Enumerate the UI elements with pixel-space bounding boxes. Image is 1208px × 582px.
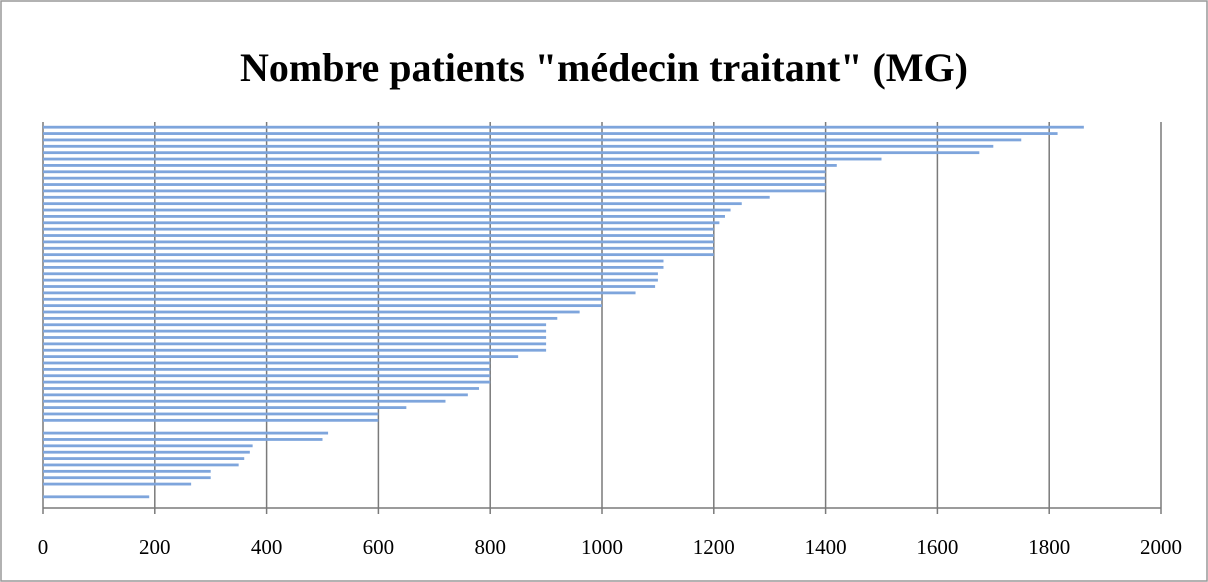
bar xyxy=(43,444,253,448)
bar xyxy=(43,164,837,167)
bar xyxy=(43,310,580,314)
bar xyxy=(43,195,770,199)
bar xyxy=(43,387,480,390)
bar xyxy=(43,418,379,422)
bar xyxy=(43,272,658,276)
bar xyxy=(43,457,245,460)
x-tick-label: 400 xyxy=(251,535,283,559)
bar xyxy=(43,157,882,161)
x-tick-label: 1800 xyxy=(1028,535,1070,559)
bar xyxy=(43,393,468,397)
bar xyxy=(43,253,714,257)
bar xyxy=(43,285,656,288)
bar xyxy=(43,355,519,359)
bar xyxy=(43,278,658,282)
bar xyxy=(43,406,407,409)
bar xyxy=(43,342,547,346)
bar xyxy=(43,304,602,308)
bar xyxy=(43,412,379,416)
x-tick-label: 600 xyxy=(363,535,395,559)
bar xyxy=(43,240,714,244)
bar xyxy=(43,297,602,301)
bar xyxy=(43,221,720,225)
bar xyxy=(43,336,547,339)
bar xyxy=(43,234,714,237)
x-tick-label: 0 xyxy=(38,535,49,559)
bar xyxy=(43,144,994,148)
bar xyxy=(43,329,547,333)
bar xyxy=(43,183,826,186)
chart-title: Nombre patients "médecin traitant" (MG) xyxy=(240,45,968,90)
bar xyxy=(43,348,547,352)
bar xyxy=(43,125,1084,129)
bar xyxy=(43,463,239,467)
bar xyxy=(43,265,664,269)
bar xyxy=(43,399,446,403)
x-tick-label: 800 xyxy=(474,535,506,559)
x-tick-label: 200 xyxy=(139,535,171,559)
bar xyxy=(43,202,742,206)
bar xyxy=(43,482,192,486)
bar xyxy=(43,438,323,441)
bar xyxy=(43,170,826,174)
bar xyxy=(43,151,980,155)
bar xyxy=(43,189,826,193)
bar xyxy=(43,374,491,378)
bar xyxy=(43,323,547,327)
bar xyxy=(43,367,491,371)
bar xyxy=(43,380,491,384)
bar xyxy=(43,476,211,480)
bar xyxy=(43,316,558,320)
x-tick-label: 1000 xyxy=(581,535,623,559)
bar xyxy=(43,208,731,212)
bar xyxy=(43,246,714,250)
bar xyxy=(43,227,714,231)
bar xyxy=(43,132,1058,135)
bar xyxy=(43,176,826,180)
x-tick-label: 2000 xyxy=(1140,535,1182,559)
bar xyxy=(43,138,1022,142)
x-tick-label: 1200 xyxy=(693,535,735,559)
x-tick-label: 1600 xyxy=(916,535,958,559)
bar xyxy=(43,215,725,218)
bar xyxy=(43,259,664,263)
bar xyxy=(43,291,636,295)
x-tick-label: 1400 xyxy=(805,535,847,559)
bar xyxy=(43,361,491,365)
bar xyxy=(43,495,150,499)
bar xyxy=(43,431,329,435)
bar xyxy=(43,469,211,473)
bar xyxy=(43,450,250,454)
